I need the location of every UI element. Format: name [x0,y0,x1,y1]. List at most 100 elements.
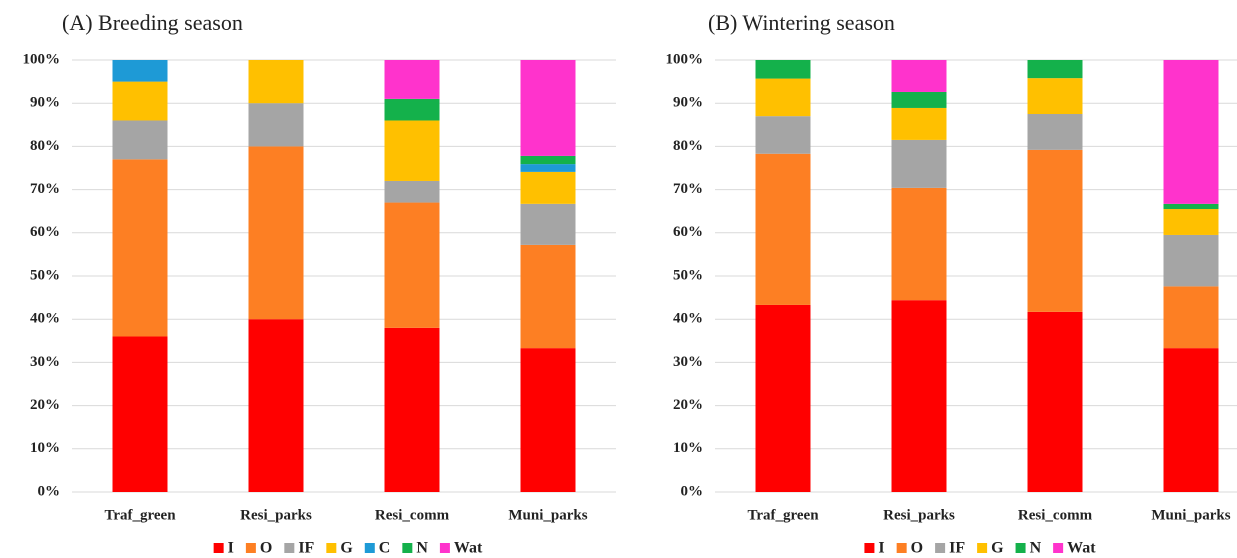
bar-segment [891,187,947,301]
y-tick-label: 60% [673,224,703,240]
y-tick-label: 100% [23,51,61,67]
bar-segment [384,327,440,492]
y-tick-label: 40% [673,311,703,327]
legend-swatch [326,543,337,553]
bar-segment [1027,78,1083,114]
bar-segment [1027,149,1083,312]
y-tick-label: 10% [673,440,703,456]
bar-segment [1027,311,1083,492]
bar-segment [112,120,168,160]
legend-swatch [439,543,450,553]
x-tick-label: Traf_green [747,507,819,523]
legend-swatch [1015,543,1026,553]
bar-segment [384,120,440,181]
x-tick-label: Resi_parks [240,507,312,523]
bar-segment [248,319,304,492]
legend-label: G [340,540,353,557]
legend-label: C [379,540,391,557]
legend: I O IF G N Wat [864,540,1096,557]
bar-segment [248,146,304,320]
bar-segment [384,202,440,328]
legend-label: N [1030,540,1042,557]
bar-segment [1163,203,1219,210]
legend-swatch [284,543,295,553]
y-tick-label: 10% [30,440,60,456]
bar-segment [520,155,576,165]
bar-segment [248,60,304,104]
y-tick-label: 60% [30,224,60,240]
bar-segment [112,60,168,82]
bar-segment [384,60,440,99]
bar-segment [1163,234,1219,287]
bar-segment [1163,209,1219,235]
x-tick-label: Resi_comm [1018,507,1093,523]
y-tick-label: 50% [673,267,703,283]
bar-segment [520,203,576,245]
bar-segment [112,81,168,121]
bar-segment [384,180,440,203]
y-tick-label: 100% [666,51,704,67]
bar-segment [755,116,811,154]
legend-label: G [991,540,1004,557]
bar-segment [1027,114,1083,150]
bar-segment [755,78,811,117]
legend-label: O [911,540,923,557]
y-tick-label: 20% [30,397,60,413]
chart-title: (A) Breeding season [62,10,243,35]
legend-swatch [245,543,256,553]
bar-segment [891,300,947,492]
y-tick-label: 90% [30,95,60,111]
y-tick-label: 0% [38,483,61,499]
y-tick-label: 40% [30,311,60,327]
legend-swatch [864,543,875,553]
bar-segment [1163,348,1219,492]
bar-segment [520,60,576,156]
x-tick-label: Muni_parks [508,507,587,523]
legend: I O IF G C N Wat [213,540,483,557]
y-tick-label: 70% [30,181,60,197]
legend-swatch [935,543,946,553]
x-tick-label: Resi_parks [883,507,955,523]
bar-segment [112,336,168,492]
bar-segment [1163,286,1219,349]
bar-segment [891,91,947,108]
bar-segment [520,164,576,172]
legend-swatch [213,543,224,553]
y-tick-label: 0% [681,483,704,499]
bar-segment [384,98,440,121]
bar-segment [1027,60,1083,79]
legend-label: Wat [454,540,483,557]
legend-label: I [228,540,234,557]
bar-segment [520,348,576,492]
bar-segment [520,244,576,349]
legend-swatch [364,543,375,553]
bar-segment [755,60,811,79]
legend-swatch [402,543,413,553]
y-tick-label: 80% [30,138,60,154]
y-tick-label: 30% [673,354,703,370]
y-tick-label: 20% [673,397,703,413]
y-tick-label: 30% [30,354,60,370]
bar-segment [755,304,811,492]
bar-segment [112,159,168,337]
legend-swatch [977,543,988,553]
chart-title: (B) Wintering season [708,10,895,35]
y-tick-label: 90% [673,95,703,111]
legend-label: O [260,540,272,557]
bar-segment [520,171,576,204]
legend-label: N [416,540,428,557]
legend-swatch [896,543,907,553]
bar-segment [1163,60,1219,204]
bar-segment [891,60,947,92]
x-tick-label: Traf_green [104,507,176,523]
bar-segment [755,153,811,305]
legend-label: IF [298,540,314,557]
y-tick-label: 80% [673,138,703,154]
y-tick-label: 70% [673,181,703,197]
legend-swatch [1053,543,1064,553]
bar-segment [891,139,947,188]
bar-segment [248,103,304,147]
x-tick-label: Muni_parks [1151,507,1230,523]
x-tick-label: Resi_comm [375,507,450,523]
